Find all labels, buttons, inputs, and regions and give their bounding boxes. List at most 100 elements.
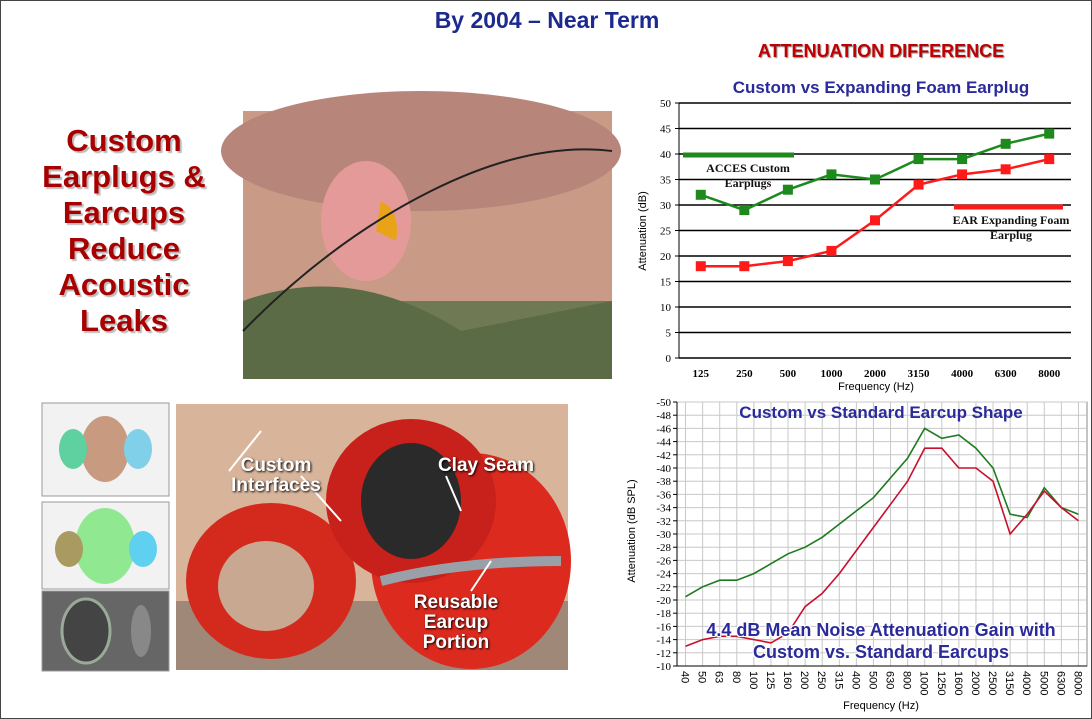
slide: 0 5 10 15 20 25 30 35 40 45 50 125 250 500 1000 2000 315…: [0, 0, 1092, 719]
x-tick-label: 250: [815, 671, 827, 689]
chart-title: Custom vs Standard Earcup Shape: [661, 403, 1092, 423]
y-tick-label: 5: [666, 328, 672, 340]
photo-label: Clay Seam: [421, 456, 551, 476]
y-axis-label: Attenuation (dB): [637, 191, 649, 271]
x-tick-label: 63: [713, 671, 725, 683]
legend-label: EAR Expanding Foam Earplug: [941, 213, 1081, 243]
slide-title: By 2004 – Near Term: [1, 7, 1092, 34]
data-point: [914, 154, 924, 164]
x-tick-label: 500: [866, 671, 878, 689]
x-tick-label: 1000: [918, 671, 930, 695]
x-tick-label: 2000: [969, 671, 981, 695]
x-tick-label: 200: [798, 671, 810, 689]
x-tick-label: 125: [764, 671, 776, 689]
data-point: [914, 180, 924, 190]
x-tick-label: 40: [679, 671, 691, 683]
x-tick-label: 1000: [820, 368, 843, 380]
y-tick-label: 0: [666, 353, 672, 365]
data-point: [826, 169, 836, 179]
x-tick-label: 4000: [951, 368, 974, 380]
data-point: [1001, 139, 1011, 149]
y-tick-label: 20: [660, 251, 672, 263]
x-tick-label: 6300: [1054, 671, 1066, 695]
y-tick-label: -16: [656, 621, 671, 633]
data-point: [957, 169, 967, 179]
x-tick-label: 5000: [1037, 671, 1049, 695]
x-tick-label: 125: [693, 368, 710, 380]
y-tick-label: -34: [656, 503, 671, 515]
y-tick-label: -32: [656, 516, 671, 528]
x-tick-label: 800: [901, 671, 913, 689]
y-tick-label: -12: [656, 648, 671, 660]
earcup-photo: [176, 404, 571, 670]
headline-line: Acoustic: [19, 267, 229, 303]
y-tick-label: -26: [656, 555, 671, 567]
y-tick-label: 25: [660, 226, 672, 238]
x-tick-label: 8000: [1038, 368, 1061, 380]
x-tick-label: 3150: [908, 368, 931, 380]
slide-graphics: 0 5 10 15 20 25 30 35 40 45 50 125 250 500 1000 2000 315…: [1, 1, 1092, 719]
data-point: [739, 261, 749, 271]
headline-line: Leaks: [19, 303, 229, 339]
x-axis-label: Frequency (Hz): [843, 700, 919, 712]
x-tick-label: 2500: [986, 671, 998, 695]
x-tick-label: 500: [780, 368, 797, 380]
x-tick-label: 1250: [935, 671, 947, 695]
y-tick-label: -28: [656, 542, 671, 554]
data-point: [1044, 154, 1054, 164]
ear-photo: [221, 91, 621, 379]
x-tick-label: 315: [832, 671, 844, 689]
y-tick-label: -40: [656, 463, 671, 475]
y-tick-label: 45: [660, 124, 672, 136]
data-point: [826, 246, 836, 256]
data-point: [870, 215, 880, 225]
y-tick-label: -20: [656, 595, 671, 607]
x-tick-label: 3150: [1003, 671, 1015, 695]
data-point: [1001, 164, 1011, 174]
head-scans: [42, 403, 169, 671]
x-tick-label: 4000: [1020, 671, 1032, 695]
y-tick-label: -30: [656, 529, 671, 541]
annotation: 4.4 dB Mean Noise Attenuation Gain with …: [671, 619, 1091, 663]
data-point: [870, 175, 880, 185]
y-tick-label: -10: [656, 661, 671, 673]
y-tick-label: 40: [660, 149, 672, 161]
y-tick-label: 50: [660, 98, 672, 110]
headline-line: Custom: [19, 123, 229, 159]
y-tick-label: -46: [656, 423, 671, 435]
data-point: [1044, 129, 1054, 139]
x-tick-label: 160: [781, 671, 793, 689]
y-tick-label: 35: [660, 175, 672, 187]
legend-label: ACCES Custom Earplugs: [683, 161, 813, 191]
headline-line: Reduce: [19, 231, 229, 267]
x-axis-label: Frequency (Hz): [838, 381, 914, 393]
section-header: ATTENUATION DIFFERENCE: [691, 41, 1071, 62]
data-point: [696, 190, 706, 200]
photo-label: Reusable Earcup Portion: [401, 593, 511, 653]
headline-line: Earcups: [19, 195, 229, 231]
photo-label: Custom Interfaces: [206, 456, 346, 496]
y-tick-label: -38: [656, 476, 671, 488]
data-point: [739, 205, 749, 215]
y-axis-label: Attenuation (dB SPL): [626, 479, 638, 582]
x-tick-label: 8000: [1071, 671, 1083, 695]
x-tick-label: 630: [884, 671, 896, 689]
data-point: [957, 154, 967, 164]
x-tick-label: 1600: [952, 671, 964, 695]
x-tick-label: 6300: [995, 368, 1018, 380]
y-tick-label: 30: [660, 200, 672, 212]
y-tick-label: -42: [656, 450, 671, 462]
y-tick-label: -18: [656, 608, 671, 620]
y-tick-label: -22: [656, 582, 671, 594]
x-tick-label: 400: [849, 671, 861, 689]
x-tick-label: 100: [747, 671, 759, 689]
y-tick-label: 10: [660, 302, 672, 314]
y-tick-label: -44: [656, 437, 671, 449]
x-tick-label: 2000: [864, 368, 887, 380]
headline-line: Earplugs &: [19, 159, 229, 195]
y-tick-label: -36: [656, 489, 671, 501]
y-tick-label: 15: [660, 277, 672, 289]
chart-title: Custom vs Expanding Foam Earplug: [661, 78, 1092, 98]
y-tick-label: -24: [656, 569, 671, 581]
